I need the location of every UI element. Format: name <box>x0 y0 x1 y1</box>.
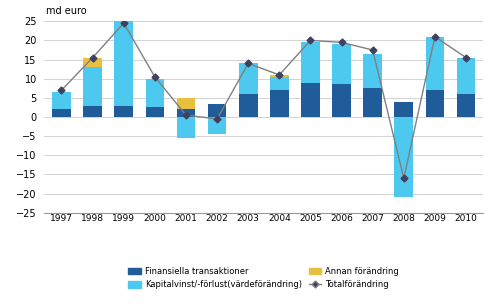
Bar <box>270 75 288 77</box>
Bar <box>270 90 288 117</box>
Text: md euro: md euro <box>46 5 87 16</box>
Bar <box>176 109 195 117</box>
Bar <box>457 58 475 94</box>
Bar <box>332 44 351 85</box>
Bar <box>52 109 71 117</box>
Bar <box>394 102 413 117</box>
Bar <box>332 85 351 117</box>
Bar <box>301 42 320 83</box>
Bar <box>176 98 195 109</box>
Bar <box>394 117 413 198</box>
Bar <box>114 105 133 117</box>
Bar <box>425 90 444 117</box>
Bar <box>425 36 444 90</box>
Bar <box>52 92 71 109</box>
Bar <box>363 54 382 88</box>
Bar <box>301 83 320 117</box>
Bar <box>270 77 288 90</box>
Bar <box>208 117 226 134</box>
Bar <box>83 105 102 117</box>
Bar <box>208 104 226 117</box>
Bar <box>114 21 133 105</box>
Bar <box>145 79 164 108</box>
Bar <box>176 117 195 138</box>
Bar <box>145 108 164 117</box>
Bar <box>239 94 257 117</box>
Legend: Finansiella transaktioner, Kapitalvinst/-förlust(värdeförändring), Annan förändr: Finansiella transaktioner, Kapitalvinst/… <box>128 267 399 289</box>
Bar <box>83 67 102 105</box>
Bar <box>239 64 257 94</box>
Bar <box>363 88 382 117</box>
Bar <box>457 94 475 117</box>
Bar <box>83 58 102 67</box>
